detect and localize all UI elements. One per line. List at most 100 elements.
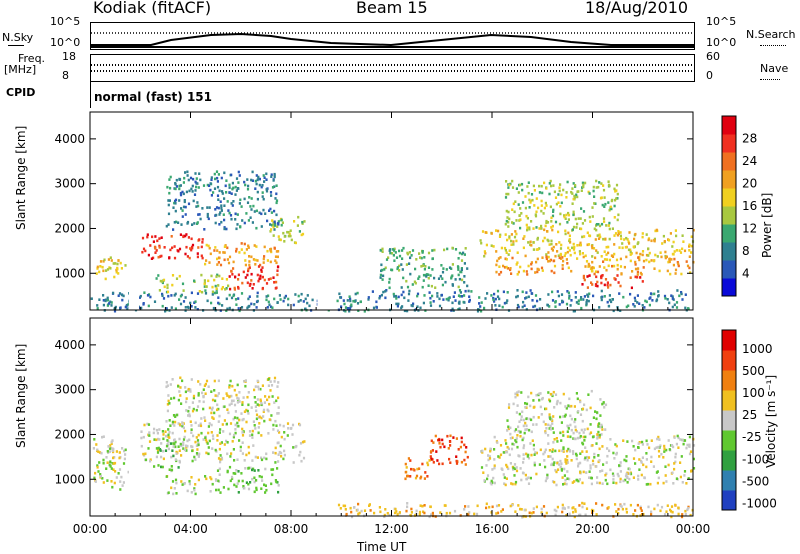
data-cell [235, 189, 238, 192]
data-cell [294, 445, 297, 449]
data-cell [533, 304, 537, 308]
data-cell [96, 265, 99, 269]
data-cell [279, 238, 282, 242]
data-cell [595, 502, 598, 505]
station-title: Kodiak (fitACF) [93, 0, 212, 17]
data-cell [543, 181, 546, 185]
data-cell [599, 470, 602, 473]
data-cell [506, 429, 509, 432]
data-cell [674, 503, 677, 507]
data-cell [663, 240, 666, 243]
data-cell [576, 436, 579, 440]
data-cell [598, 306, 601, 309]
data-cell [184, 213, 187, 216]
data-cell [681, 234, 684, 237]
data-cell [552, 390, 555, 394]
data-cell [118, 468, 122, 471]
data-cell [464, 450, 467, 454]
data-cell [178, 187, 181, 191]
data-cell [468, 295, 471, 298]
data-cell [492, 296, 495, 300]
data-cell [272, 225, 275, 229]
data-cell [209, 182, 212, 185]
data-cell [655, 228, 658, 232]
y-tick-label: 3000 [54, 383, 85, 397]
data-cell [222, 397, 225, 400]
data-cell [207, 385, 210, 388]
data-cell [116, 262, 119, 266]
data-cell [613, 277, 616, 280]
data-cell [530, 193, 534, 196]
data-cell [279, 423, 282, 427]
data-cell [532, 507, 535, 510]
data-cell [633, 237, 636, 241]
data-cell [579, 435, 582, 438]
data-cell [592, 463, 595, 466]
data-cell [186, 174, 189, 177]
data-cell [260, 225, 263, 228]
data-cell [158, 448, 162, 451]
data-cell [210, 178, 213, 181]
data-cell [689, 513, 692, 517]
data-cell [509, 426, 512, 430]
data-cell [248, 284, 251, 287]
data-cell [157, 446, 160, 450]
data-cell [673, 467, 676, 471]
data-cell [557, 254, 560, 257]
data-cell [554, 513, 557, 517]
data-cell [463, 275, 466, 278]
data-cell [589, 423, 592, 426]
data-cell [277, 220, 280, 223]
data-cell [243, 486, 246, 490]
data-cell [604, 478, 607, 482]
data-cell [94, 471, 97, 475]
data-cell [690, 235, 693, 238]
data-cell [269, 230, 272, 233]
data-cell [527, 482, 531, 485]
data-cell [246, 178, 249, 181]
data-cell [179, 386, 182, 389]
data-cell [460, 460, 463, 464]
data-cell [572, 210, 575, 214]
data-cell [153, 438, 156, 441]
data-cell [269, 260, 272, 264]
data-cell [540, 266, 544, 270]
data-cell [108, 447, 112, 450]
data-cell [586, 458, 589, 462]
data-cell [680, 455, 683, 458]
data-cell [545, 253, 548, 256]
data-cell [612, 451, 615, 455]
data-cell [535, 248, 538, 251]
x-tick-label: 12:00 [374, 522, 409, 536]
data-cell [92, 447, 95, 450]
data-cell [177, 445, 180, 448]
colorbar-tick-label: 1000 [742, 342, 773, 356]
data-cell [532, 248, 535, 251]
data-cell [101, 265, 104, 269]
data-cell [225, 439, 228, 443]
colorbar-swatch [722, 242, 736, 261]
data-cell [406, 285, 410, 289]
data-cell [268, 303, 271, 307]
data-cell [159, 279, 162, 283]
data-cell [517, 390, 520, 393]
data-cell [514, 395, 517, 399]
data-cell [675, 234, 678, 238]
data-cell [533, 461, 536, 465]
data-cell [532, 443, 535, 447]
data-cell [449, 434, 452, 438]
data-cell [415, 509, 418, 513]
data-cell [406, 474, 409, 478]
data-cell [683, 470, 687, 473]
data-cell [530, 511, 533, 515]
data-cell [581, 505, 584, 509]
data-cell [523, 431, 526, 435]
data-cell [656, 255, 659, 258]
data-cell [175, 277, 179, 280]
data-cell [407, 292, 411, 296]
data-cell [104, 277, 107, 281]
data-cell [526, 273, 529, 276]
data-cell [275, 213, 278, 217]
data-cell [572, 197, 575, 201]
data-cell [273, 246, 276, 250]
